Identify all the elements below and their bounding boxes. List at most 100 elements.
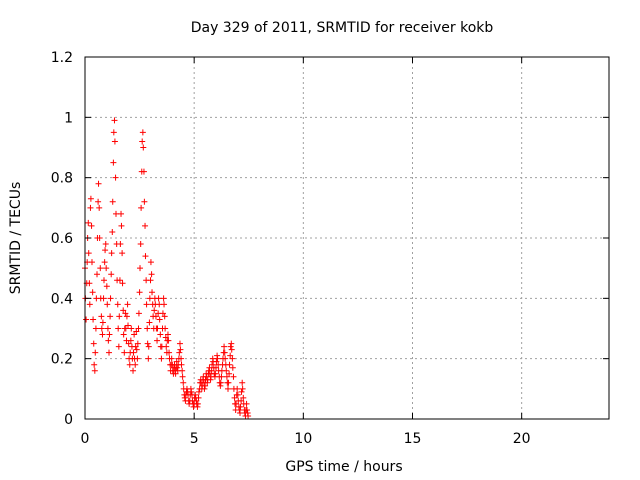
- x-tick-label: 15: [404, 431, 422, 447]
- data-point: [104, 301, 111, 308]
- data-point: [133, 328, 140, 335]
- data-point: [161, 313, 168, 320]
- data-point: [234, 391, 241, 398]
- data-point: [218, 373, 225, 380]
- data-point: [237, 403, 244, 410]
- chart-title: Day 329 of 2011, SRMTID for receiver kok…: [191, 20, 494, 36]
- y-tick-label: 0: [64, 412, 73, 428]
- data-point: [227, 352, 234, 359]
- data-point: [86, 301, 93, 308]
- data-point: [213, 358, 220, 365]
- data-point: [155, 295, 162, 302]
- data-point: [177, 346, 184, 353]
- data-point: [195, 388, 202, 395]
- data-point: [212, 370, 219, 377]
- data-point: [221, 343, 228, 350]
- data-point: [188, 388, 195, 395]
- data-point: [173, 358, 180, 365]
- data-point: [91, 367, 98, 374]
- data-point: [222, 355, 229, 362]
- data-point: [156, 316, 163, 323]
- data-point: [223, 367, 230, 374]
- data-points: [82, 117, 252, 419]
- data-point: [214, 355, 221, 362]
- data-point: [139, 129, 146, 136]
- data-point: [142, 253, 149, 260]
- data-point: [131, 331, 138, 338]
- data-point: [130, 349, 137, 356]
- data-point: [158, 355, 165, 362]
- data-point: [162, 334, 169, 341]
- data-point: [106, 331, 113, 338]
- data-point: [144, 340, 151, 347]
- data-point: [221, 349, 228, 356]
- data-point: [137, 265, 144, 272]
- data-point: [108, 250, 115, 257]
- data-point: [234, 385, 241, 392]
- data-point: [88, 259, 95, 266]
- data-point: [97, 265, 104, 272]
- data-point: [161, 301, 168, 308]
- data-point: [181, 394, 188, 401]
- data-point: [136, 289, 143, 296]
- data-point: [112, 174, 119, 181]
- data-point: [140, 144, 147, 151]
- data-point: [109, 228, 116, 235]
- data-point: [123, 313, 130, 320]
- data-point: [103, 283, 110, 290]
- data-point: [95, 180, 102, 187]
- data-point: [128, 325, 135, 332]
- data-point: [230, 373, 237, 380]
- data-point: [110, 159, 117, 166]
- data-point: [178, 361, 185, 368]
- y-tick-label: 1: [64, 110, 73, 126]
- data-point: [217, 379, 224, 386]
- data-point: [114, 301, 121, 308]
- y-tick-label: 0.4: [51, 291, 73, 307]
- data-point: [132, 343, 139, 350]
- data-point: [118, 210, 125, 217]
- data-point: [135, 310, 142, 317]
- data-point: [157, 331, 164, 338]
- data-point: [110, 129, 117, 136]
- data-point: [83, 316, 90, 323]
- data-point: [208, 367, 215, 374]
- data-point: [120, 307, 127, 314]
- data-point: [105, 337, 112, 344]
- data-point: [99, 319, 106, 326]
- data-point: [149, 289, 156, 296]
- data-point: [135, 325, 142, 332]
- x-tick-label: 20: [513, 431, 531, 447]
- data-point: [120, 331, 127, 338]
- data-point: [160, 295, 167, 302]
- data-point: [132, 361, 139, 368]
- data-point: [144, 325, 151, 332]
- data-point: [90, 316, 97, 323]
- data-point: [130, 367, 137, 374]
- data-point: [102, 241, 109, 248]
- data-point: [125, 322, 132, 329]
- data-point: [228, 346, 235, 353]
- data-point: [137, 241, 144, 248]
- y-tick-label: 1.2: [51, 50, 73, 66]
- data-point: [243, 400, 250, 407]
- data-point: [119, 280, 126, 287]
- data-point: [231, 394, 238, 401]
- data-point: [126, 361, 133, 368]
- data-point: [180, 379, 187, 386]
- data-point: [100, 277, 107, 284]
- data-point: [147, 259, 154, 266]
- data-point: [124, 301, 131, 308]
- data-point: [240, 394, 247, 401]
- data-point: [176, 340, 183, 347]
- data-point: [95, 198, 102, 205]
- data-point: [163, 343, 170, 350]
- data-point: [125, 340, 132, 347]
- data-point: [87, 204, 94, 211]
- data-point: [225, 385, 232, 392]
- data-point: [194, 400, 201, 407]
- data-point: [228, 340, 235, 347]
- data-point: [148, 271, 155, 278]
- data-point: [233, 400, 240, 407]
